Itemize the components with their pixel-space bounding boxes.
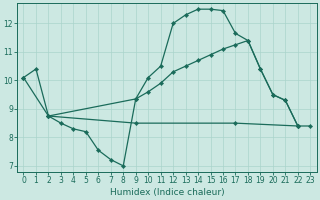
X-axis label: Humidex (Indice chaleur): Humidex (Indice chaleur) (109, 188, 224, 197)
